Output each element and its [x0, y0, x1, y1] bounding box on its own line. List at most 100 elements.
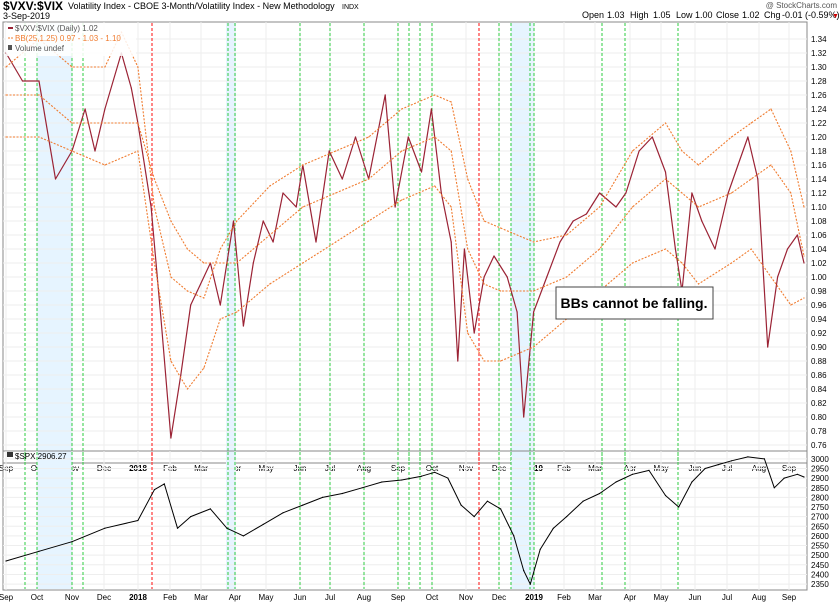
data-point-vxv-vix	[691, 192, 693, 194]
data-point-spx	[678, 506, 680, 508]
data-point-bb-upper	[750, 122, 752, 124]
data-point-vxv-vix	[150, 206, 152, 208]
data-point-vxv-vix	[219, 304, 221, 306]
data-point-spx	[381, 481, 383, 483]
data-point-bb-upper	[533, 241, 535, 243]
data-point-bb-lower	[467, 332, 469, 334]
data-point-spx	[242, 535, 244, 537]
data-point-bb-upper	[599, 206, 601, 208]
data-point-vxv-vix	[190, 304, 192, 306]
data-point-vxv-vix	[242, 325, 244, 327]
data-point-bb-middle	[483, 283, 485, 285]
spx-gridlines	[3, 451, 807, 590]
ratio-panel: 0.76 0.78 0.80 0.82 0.84 0.86 0.88 0.90 0.92 0.94…	[0, 21, 827, 473]
data-point-spx	[71, 541, 73, 543]
ratio-y-tick-label: 1.12	[811, 189, 827, 198]
data-point-bb-upper	[104, 66, 106, 68]
data-point-spx	[434, 471, 436, 473]
data-point-bb-middle	[170, 220, 172, 222]
data-point-vxv-vix	[84, 108, 86, 110]
annotation-box: BBs cannot be falling.	[555, 286, 714, 320]
data-point-bb-lower	[219, 318, 221, 320]
data-point-bb-upper	[203, 297, 205, 299]
data-point-vxv-vix	[200, 283, 202, 285]
data-point-bb-upper	[483, 220, 485, 222]
data-point-bb-lower	[401, 199, 403, 201]
data-point-bb-middle	[302, 206, 304, 208]
data-point-spx	[38, 550, 40, 552]
data-point-spx	[783, 477, 785, 479]
spx-x-tick-label: Feb	[163, 593, 177, 602]
data-point-bb-middle	[803, 255, 805, 257]
data-point-bb-middle	[5, 94, 7, 96]
data-point-bb-lower	[450, 206, 452, 208]
data-point-vxv-vix	[104, 108, 106, 110]
spx-x-tick-label: 2019	[525, 593, 543, 602]
spx-x-tick-label: Jul	[325, 593, 335, 602]
ratio-y-tick-label: 1.28	[811, 77, 827, 86]
data-point-spx	[523, 570, 525, 572]
data-point-spx	[262, 523, 264, 526]
data-point-spx	[302, 504, 304, 506]
data-point-bb-upper	[450, 101, 452, 103]
ratio-y-tick-label: 0.80	[811, 413, 827, 422]
ratio-y-tick-label: 1.20	[811, 133, 827, 142]
data-point-vxv-vix	[420, 171, 423, 173]
data-point-bb-lower	[269, 283, 271, 285]
data-point-vxv-vix	[354, 136, 357, 138]
ratio-y-tick-label: 1.08	[811, 217, 827, 226]
data-point-vxv-vix	[328, 150, 330, 152]
ratio-y-tick-label: 0.88	[811, 357, 827, 366]
data-point-vxv-vix	[252, 262, 254, 264]
data-point-vxv-vix	[523, 416, 525, 418]
data-point-bb-upper	[153, 206, 155, 208]
data-point-bb-upper	[368, 136, 370, 138]
data-point-bb-middle	[203, 262, 205, 264]
data-point-vxv-vix	[638, 150, 640, 152]
data-point-vxv-vix	[295, 206, 297, 208]
series-line-vxv-vix	[5, 52, 805, 439]
data-point-vxv-vix	[430, 108, 432, 110]
data-point-vxv-vix	[737, 164, 739, 166]
spx-y-tick-label: 2350	[811, 580, 829, 589]
data-point-bb-lower	[730, 262, 733, 264]
data-point-spx	[803, 476, 805, 478]
chg-value: -0.01 (-0.59%)	[782, 10, 840, 20]
data-point-vxv-vix	[38, 80, 40, 82]
spx-x-tick-label: Mar	[194, 593, 208, 602]
spx-x-tick-label: Nov	[65, 593, 79, 602]
spx-y-tick-label: 3000	[811, 455, 829, 464]
spx-panel-frame	[2, 450, 808, 591]
legend-bollinger: BB(25,1.25) 0.97 - 1.03 - 1.10	[15, 34, 121, 43]
data-point-bb-lower	[170, 360, 172, 362]
data-point-vxv-vix	[701, 220, 703, 222]
chart-header: $VXV:$VIX Volatility Index - CBOE 3-Mont…	[3, 0, 840, 21]
data-point-vxv-vix	[559, 241, 561, 243]
spx-x-tick-label: Jul	[722, 593, 732, 602]
data-point-vxv-vix	[664, 171, 667, 173]
ratio-series	[5, 31, 805, 439]
data-point-vxv-vix	[272, 241, 274, 243]
data-point-bb-lower	[790, 304, 792, 306]
spx-highlight-band	[511, 452, 534, 589]
data-point-bb-middle	[137, 122, 139, 124]
spx-x-tick-label: Feb	[557, 593, 571, 602]
data-point-vxv-vix	[546, 276, 548, 278]
close-value: 1.02	[742, 10, 760, 20]
data-point-bb-upper	[186, 290, 188, 292]
data-point-bb-lower	[483, 360, 485, 362]
data-point-vxv-vix	[803, 262, 805, 264]
data-point-vxv-vix	[747, 136, 749, 138]
data-point-bb-upper	[219, 248, 221, 250]
spx-y-tick-label: 2550	[811, 542, 829, 551]
ratio-gridlines	[3, 22, 807, 463]
ratio-y-tick-label: 0.86	[811, 371, 827, 380]
ratio-y-tick-label: 1.30	[811, 63, 827, 72]
data-point-spx	[420, 475, 423, 477]
annotation-frame	[555, 286, 714, 320]
data-point-bb-lower	[750, 248, 752, 250]
data-point-vxv-vix	[54, 178, 57, 180]
data-point-vxv-vix	[533, 311, 535, 313]
series-line-bb-upper	[5, 31, 805, 299]
